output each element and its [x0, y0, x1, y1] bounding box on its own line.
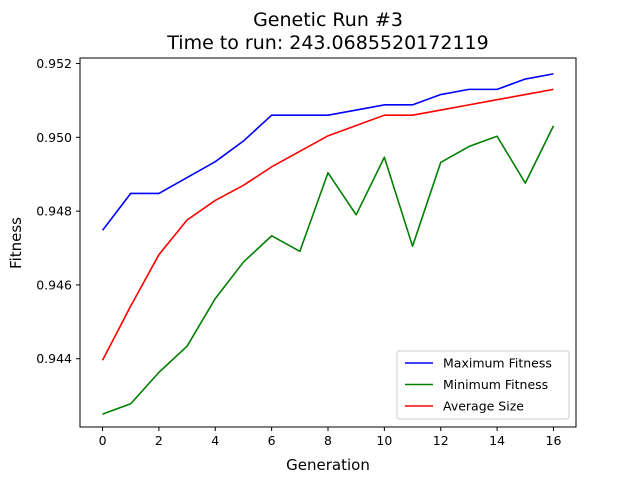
y-axis-label: Fitness — [7, 217, 25, 269]
chart-subtitle: Time to run: 243.0685520172119 — [166, 32, 488, 54]
x-tick-label: 14 — [489, 433, 505, 448]
x-tick-label: 8 — [324, 433, 332, 448]
x-axis-label: Generation — [286, 456, 370, 474]
series-line-maximum-fitness — [101, 73, 554, 231]
y-tick-label: 0.946 — [36, 277, 72, 292]
series-line-minimum-fitness — [102, 125, 555, 415]
legend-label: Maximum Fitness — [443, 356, 552, 371]
ticks-layer: 0 2 4 6 8 10 12 14 16 0.944 0.946 0.948 0.950 0.952 — [36, 56, 561, 448]
legend: Maximum Fitness Minimum Fitness Average Si… — [396, 350, 570, 420]
x-tick-label: 10 — [376, 433, 392, 448]
y-tick-label: 0.952 — [36, 56, 72, 71]
x-tick-label: 16 — [546, 433, 562, 448]
y-tick-label: 0.948 — [36, 204, 72, 219]
series-layer — [101, 73, 555, 415]
legend-label: Minimum Fitness — [443, 377, 548, 392]
x-tick-label: 6 — [268, 433, 276, 448]
legend-box — [396, 350, 570, 420]
plot-area-frame — [79, 57, 577, 428]
x-tick-label: 2 — [155, 433, 163, 448]
legend-label: Average Size — [443, 399, 524, 414]
x-tick-label: 12 — [433, 433, 449, 448]
y-tick-label: 0.944 — [36, 351, 72, 366]
chart-title: Genetic Run #3 — [253, 9, 403, 31]
series-line-average-size — [101, 88, 554, 361]
x-tick-label: 4 — [211, 433, 219, 448]
x-tick-label: 0 — [99, 433, 107, 448]
y-tick-label: 0.950 — [36, 130, 72, 145]
